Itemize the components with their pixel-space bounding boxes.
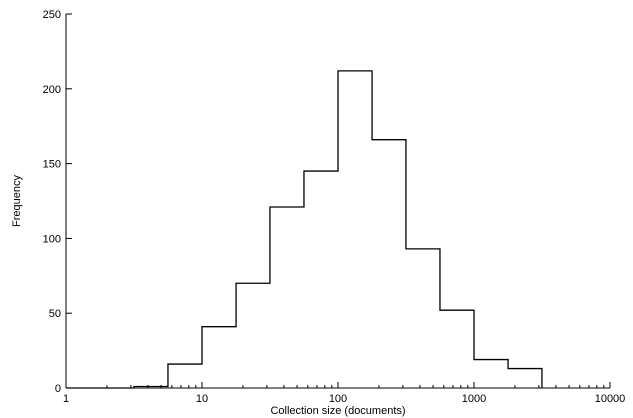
y-tick-label: 0 (55, 383, 61, 395)
histogram-bar (508, 369, 542, 388)
histogram-bar (304, 171, 338, 388)
x-tick-label: 1 (63, 393, 69, 405)
y-axis-ticks: 0 50 100 150 200 250 (43, 9, 72, 395)
histogram-bar (440, 310, 474, 388)
histogram-bar (474, 360, 508, 388)
y-tick-label: 250 (43, 9, 61, 21)
plot-area: 1 10 100 1000 10000 0 50 100 150 200 250 (43, 9, 626, 405)
x-tick-label: 1000 (462, 393, 486, 405)
histogram-bar (270, 207, 304, 388)
y-axis-title: Frequency (11, 175, 23, 227)
x-tick-label: 10 (196, 393, 208, 405)
histogram-bar (202, 327, 236, 388)
histogram-bar (338, 71, 372, 388)
histogram-step-outline (66, 70, 543, 389)
x-tick-label: 10000 (595, 393, 626, 405)
y-tick-label: 50 (49, 308, 61, 320)
histogram-bar (236, 283, 270, 388)
y-tick-label: 150 (43, 159, 61, 171)
histogram-bar (372, 140, 406, 388)
y-tick-label: 100 (43, 233, 61, 245)
y-tick-label: 200 (43, 84, 61, 96)
histogram-bar (168, 364, 202, 388)
histogram-bar (406, 249, 440, 388)
x-axis-ticks: 1 10 100 1000 10000 (63, 382, 625, 405)
x-axis-title: Collection size (documents) (270, 405, 405, 417)
x-tick-label: 100 (329, 393, 347, 405)
